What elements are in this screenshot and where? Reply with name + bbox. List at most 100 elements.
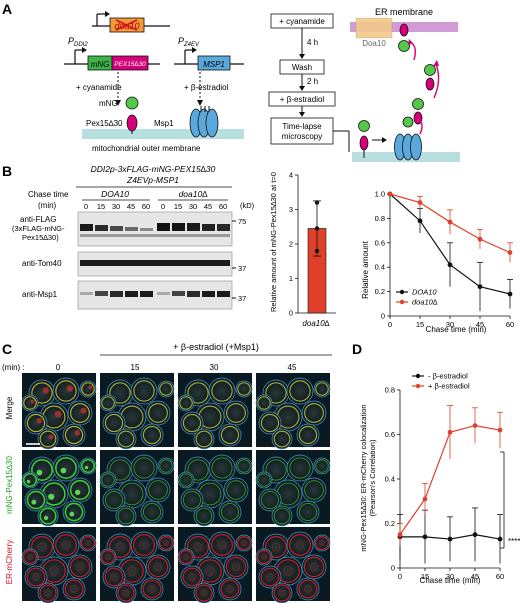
cell-merge-ring xyxy=(220,425,240,445)
cell-red-ring xyxy=(257,549,272,564)
cell-green-signal xyxy=(182,490,202,510)
cell-merge-ring xyxy=(117,430,135,448)
flow-wash: Wash xyxy=(292,63,312,72)
mw-37-b: 37 xyxy=(238,294,246,303)
panel-c-time: 30 xyxy=(210,363,219,372)
line-chart-degradation: Relative amount Chase time (min) 0 0.2 0.4… xyxy=(361,190,514,335)
pex15-gene-box xyxy=(111,55,149,71)
cell-red-ring xyxy=(31,535,53,558)
cell xyxy=(177,548,195,566)
cell xyxy=(130,377,158,405)
flow-4h: 4 h xyxy=(307,38,318,47)
cell-green-signal xyxy=(159,459,173,473)
cell xyxy=(62,423,86,447)
cell xyxy=(235,534,253,552)
x-tick-label: 30 xyxy=(446,572,454,581)
cell xyxy=(177,394,195,412)
lane-time: 0 xyxy=(84,202,88,211)
cell-red-ring xyxy=(23,549,38,564)
panel-c: C + β-estradiol (+Msp1) (min) : 0 15 30 … xyxy=(2,341,332,603)
cell xyxy=(313,457,331,475)
lane-time: 15 xyxy=(174,202,182,211)
cell xyxy=(296,500,320,524)
bar-y-tick-label: 2 xyxy=(289,240,293,249)
cell xyxy=(24,565,48,589)
micrograph-er-mcherry xyxy=(21,527,97,603)
mw-75: 75 xyxy=(238,217,246,226)
cell-green-signal xyxy=(64,502,84,522)
x-tick-label: 60 xyxy=(496,572,504,581)
cell xyxy=(62,577,86,601)
cell-red-nucleus xyxy=(271,542,281,552)
cell-merge-ring xyxy=(23,396,37,410)
cell-merge-ring xyxy=(257,396,271,410)
cell-merge-ring xyxy=(70,403,90,423)
cell-red-spot xyxy=(36,418,43,424)
cell xyxy=(218,423,242,447)
flow-timelapse-1: Time-lapse xyxy=(282,122,322,131)
cell-red-ring xyxy=(211,533,234,556)
cell xyxy=(157,534,175,552)
cell-red-spot xyxy=(88,385,93,390)
cell xyxy=(140,500,164,524)
data-point xyxy=(472,423,478,428)
y-tick-label: 0.2 xyxy=(375,287,385,296)
cell-red-ring xyxy=(133,533,156,556)
legend-label: + β-estradiol xyxy=(428,382,470,391)
cell xyxy=(223,554,249,580)
cell-red-ring xyxy=(80,535,95,550)
data-point xyxy=(507,250,513,255)
cell-green-puncta xyxy=(74,489,81,496)
strain-doa10: DOA10 xyxy=(101,189,129,199)
cell-merge-ring xyxy=(260,413,280,433)
cell-red-nucleus xyxy=(266,573,274,581)
panel-c-time: 15 xyxy=(131,363,140,372)
cell xyxy=(24,411,48,435)
panel-d-xlabel: Chase time (min) xyxy=(420,576,481,585)
cell-red-nucleus xyxy=(105,554,111,560)
panel-d-ylabel-2: (Pearson's Correlation) xyxy=(368,439,377,516)
cell-red-nucleus xyxy=(304,585,312,593)
cell xyxy=(140,577,164,601)
cell-red-nucleus xyxy=(319,540,325,546)
flow-timelapse-2: microscopy xyxy=(282,132,322,141)
panel-c-letter: C xyxy=(2,341,12,357)
cell xyxy=(271,428,293,450)
cell-red-ring xyxy=(108,535,131,558)
cell xyxy=(130,531,158,559)
row-er-label: ER-mCherry xyxy=(5,540,14,584)
micrograph-merge xyxy=(177,373,253,450)
data-point xyxy=(447,429,453,435)
cell xyxy=(79,534,97,552)
cell xyxy=(271,505,293,527)
cell-green-signal xyxy=(69,479,91,501)
cell-green-puncta xyxy=(84,465,89,470)
cell xyxy=(258,488,282,512)
cell-green-signal xyxy=(104,490,124,510)
cell xyxy=(52,377,80,405)
line-chart-colocalization: 0 0.2 0.4 0.6 0.8 0 15 30 45 60 - β-estradiol+ β-e… xyxy=(385,372,505,581)
cell-red-ring xyxy=(69,556,91,578)
blot-1-label-1: anti-FLAG xyxy=(20,215,56,224)
cell-red-nucleus xyxy=(70,585,78,593)
cell xyxy=(301,400,327,426)
cell xyxy=(37,582,59,603)
cell-green-signal xyxy=(109,459,131,481)
cell-green-signal xyxy=(298,502,318,522)
cell-red-nucleus xyxy=(122,589,130,597)
cell xyxy=(79,380,97,398)
cell-red-ring xyxy=(289,533,312,556)
pex15-gene-label: PEX15∆30 xyxy=(114,61,146,68)
cell-merge-ring xyxy=(289,380,311,402)
line-b-ylabel: Relative amount xyxy=(361,240,370,299)
bar-y-tick-label: 4 xyxy=(289,171,293,180)
cell-red-spot xyxy=(48,434,54,440)
cell-red-nucleus xyxy=(27,554,33,560)
cell-merge-ring xyxy=(195,430,213,448)
cell-red-nucleus xyxy=(261,554,267,560)
cell-red-spot xyxy=(30,399,35,404)
data-point xyxy=(397,532,403,538)
cell xyxy=(301,477,327,503)
cell-merge-ring xyxy=(109,382,131,404)
cell-red-nucleus xyxy=(44,589,52,597)
